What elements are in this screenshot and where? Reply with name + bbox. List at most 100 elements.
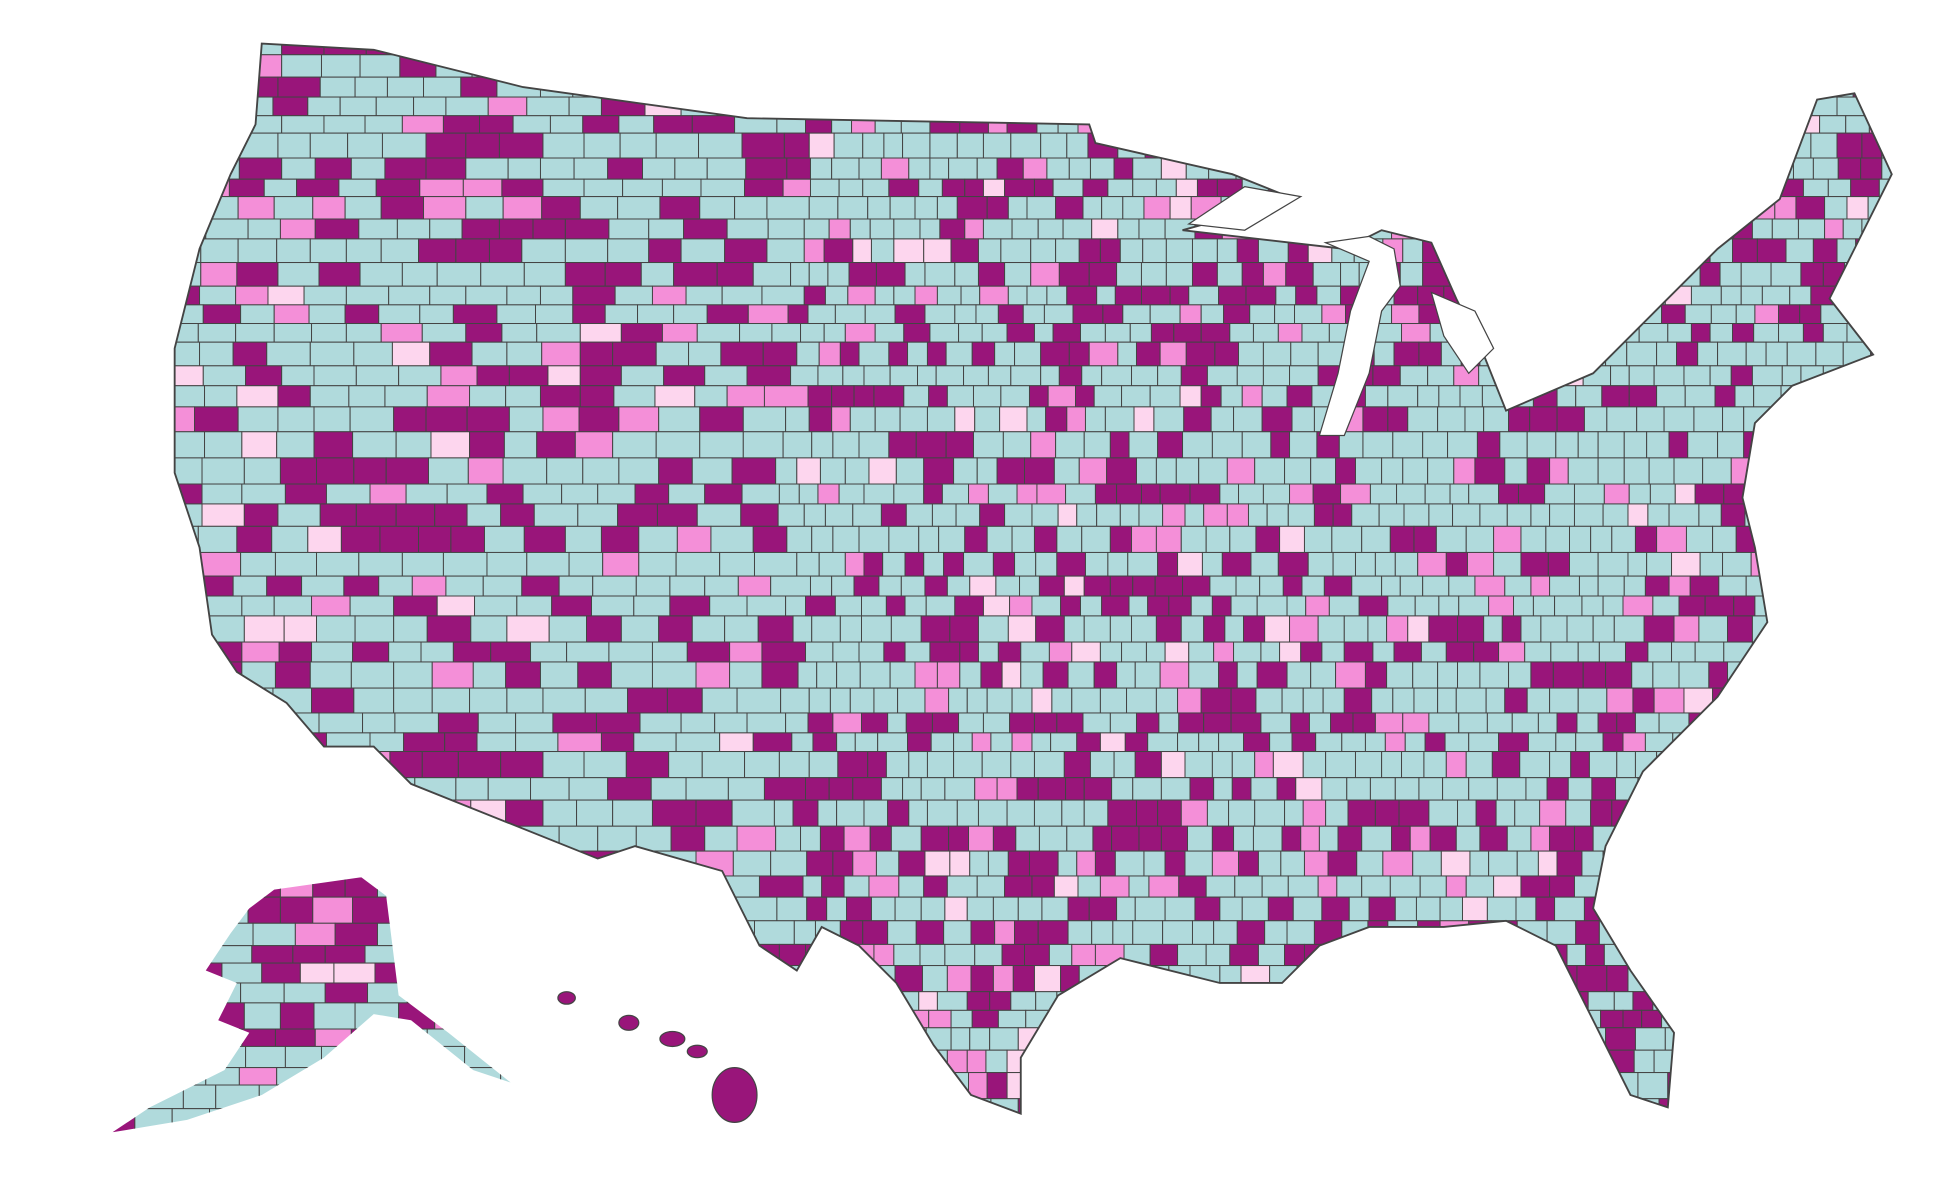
county <box>1768 732 1793 753</box>
county <box>1301 575 1325 597</box>
county <box>469 687 508 714</box>
county <box>1488 595 1515 617</box>
county <box>1399 262 1424 287</box>
county <box>1088 262 1118 287</box>
county <box>387 1125 426 1151</box>
county <box>246 732 288 753</box>
county <box>816 661 838 689</box>
county <box>1249 304 1276 325</box>
county <box>508 406 544 433</box>
county <box>455 875 500 898</box>
county <box>861 712 889 734</box>
county <box>1269 965 1298 993</box>
county <box>1407 615 1430 643</box>
county <box>974 406 1001 433</box>
county <box>946 1049 968 1074</box>
county <box>836 1098 861 1114</box>
county <box>325 732 371 753</box>
county <box>1071 943 1096 967</box>
county <box>174 431 206 459</box>
county <box>1173 96 1196 117</box>
county <box>1038 575 1065 597</box>
county <box>1363 178 1391 198</box>
county <box>243 76 279 98</box>
county <box>1797 965 1823 993</box>
county <box>391 896 437 924</box>
county <box>706 304 749 325</box>
county <box>839 615 863 643</box>
county <box>786 525 813 553</box>
county <box>471 54 508 78</box>
county <box>782 178 811 198</box>
county <box>987 365 1012 387</box>
county <box>1004 875 1033 898</box>
county <box>476 732 517 753</box>
county <box>1739 1072 1761 1100</box>
county <box>350 661 395 689</box>
county <box>923 483 943 505</box>
county <box>174 96 197 117</box>
county <box>1498 483 1519 505</box>
county <box>1448 115 1473 134</box>
county <box>479 945 511 964</box>
county <box>1899 286 1929 305</box>
county <box>1083 615 1111 643</box>
county <box>1352 712 1376 734</box>
county <box>1591 1072 1614 1100</box>
county <box>1539 304 1566 325</box>
county <box>1275 96 1304 117</box>
county <box>431 661 474 689</box>
county <box>1371 1072 1401 1100</box>
county <box>813 96 840 117</box>
county <box>429 341 473 367</box>
county <box>709 1009 747 1029</box>
county <box>1636 406 1665 433</box>
county <box>112 1084 143 1110</box>
county <box>1652 595 1680 617</box>
county <box>968 483 989 505</box>
county <box>1006 1125 1031 1151</box>
county <box>1083 799 1109 827</box>
county <box>650 777 687 801</box>
county <box>796 457 821 485</box>
county <box>1530 661 1554 689</box>
county <box>590 43 629 56</box>
county <box>1341 732 1366 753</box>
county <box>313 431 354 459</box>
county <box>398 1049 432 1074</box>
county <box>279 218 316 240</box>
county <box>1290 54 1315 78</box>
county <box>954 1125 981 1151</box>
county <box>486 551 528 577</box>
county <box>645 991 683 1011</box>
county <box>1401 751 1425 779</box>
county <box>1479 76 1505 98</box>
county <box>238 115 283 134</box>
county <box>928 1009 952 1029</box>
county <box>1644 96 1670 117</box>
county <box>201 54 243 78</box>
county <box>1486 712 1513 734</box>
county <box>501 991 538 1011</box>
county <box>542 751 585 779</box>
county <box>385 1067 427 1086</box>
county <box>1605 661 1633 689</box>
county <box>1817 777 1845 801</box>
county <box>926 751 955 779</box>
county <box>1857 1049 1878 1074</box>
county <box>963 365 989 387</box>
county <box>1822 323 1848 343</box>
county <box>349 850 391 877</box>
county <box>1734 1098 1756 1114</box>
county <box>1700 850 1730 877</box>
county <box>1332 503 1353 527</box>
county <box>980 661 1003 689</box>
county <box>1784 1072 1812 1100</box>
county <box>696 323 741 343</box>
county <box>421 323 467 343</box>
county <box>241 595 275 617</box>
county <box>1033 712 1058 734</box>
county <box>1296 965 1320 993</box>
county <box>1328 595 1360 617</box>
county <box>1770 431 1801 459</box>
